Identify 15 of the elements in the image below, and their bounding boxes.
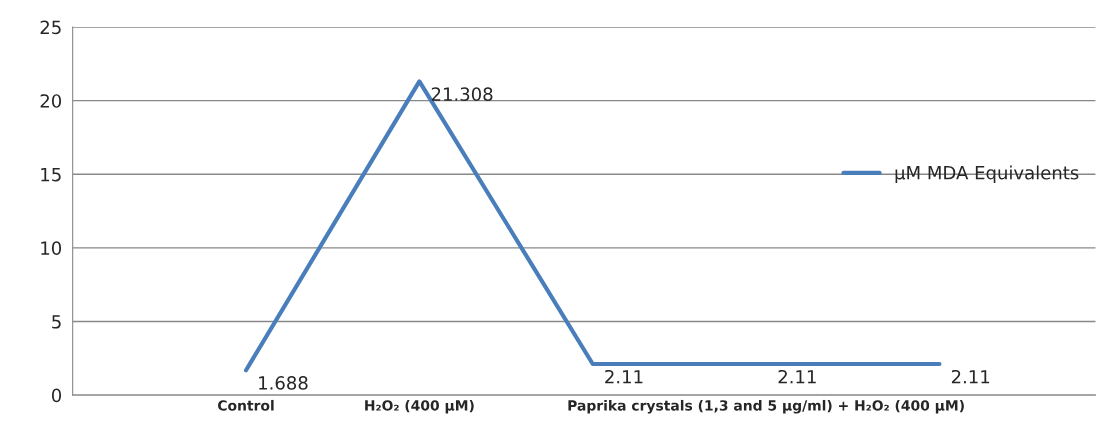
data-label: 2.11 [951,369,990,384]
x-tick-label: Paprika crystals (1,3 and 5 µg/ml) + H₂O₂ (400 µM) [568,399,964,414]
data-label: 2.11 [605,369,643,384]
y-tick-label: 5 [52,315,61,329]
y-tick-label: 15 [41,167,61,182]
y-tick-label: 10 [41,241,62,255]
data-label: 2.11 [778,369,816,384]
y-tick-label: 0 [51,388,62,403]
data-label: 21.308 [431,87,493,101]
x-tick-label: Control [218,399,274,411]
legend-label: µM MDA Equivalents [895,165,1079,184]
x-tick-label: H₂O₂ (400 µM) [365,399,474,414]
y-tick-label: 20 [40,94,62,108]
y-tick-label: 25 [40,20,61,35]
data-label: 1.688 [259,376,308,390]
